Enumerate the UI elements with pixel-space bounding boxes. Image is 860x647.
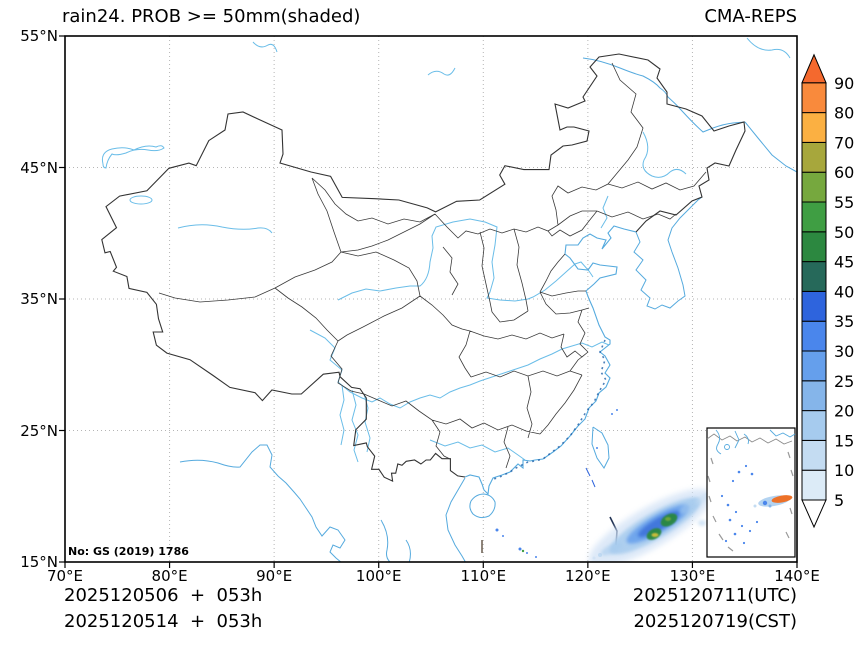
colorbar-tick-label: 5 — [834, 491, 844, 510]
lon-tick-label: 90°E — [256, 567, 293, 585]
colorbar-extend-lower — [801, 499, 827, 529]
init-time-line-1: 2025120506 + 053h — [64, 585, 263, 606]
lon-tick-label: 140°E — [774, 567, 820, 585]
liao-river — [600, 195, 609, 229]
south-china-sea-inset — [706, 427, 796, 558]
inset-dash-line — [707, 451, 794, 552]
lon-tick-label: 130°E — [669, 567, 716, 585]
tarim-river — [177, 224, 273, 234]
colorbar-tick-label: 30 — [834, 342, 854, 361]
china-coastline — [464, 225, 637, 496]
inset-delta-loop — [724, 444, 730, 450]
colorbar-segment — [801, 380, 827, 412]
colorbar-segment — [801, 469, 827, 501]
lat-tick-label: 45°N — [20, 158, 58, 177]
inset-island-dots — [720, 464, 759, 545]
province-boundaries — [158, 62, 707, 469]
colorbar-tick-label: 10 — [834, 461, 854, 480]
lake-issyk-kul — [129, 195, 153, 205]
colorbar-tick-label: 40 — [834, 282, 854, 301]
top-rivers — [252, 37, 791, 76]
colorbar-segment — [801, 112, 827, 143]
colorbar-tick-label: 25 — [834, 372, 854, 391]
colorbar-segment — [801, 201, 827, 233]
colorbar-segment — [801, 82, 827, 114]
colorbar-extend-upper — [801, 53, 827, 84]
colorbar: 5 10 15 20 25 30 35 40 45 50 55 60 70 80 90 — [801, 53, 854, 529]
russia-coastline — [744, 121, 797, 173]
lon-tick-label: 80°E — [151, 567, 188, 585]
lat-tick-label: 15°N — [20, 553, 58, 571]
lon-tick-label: 100°E — [355, 567, 402, 585]
colorbar-tick-label: 20 — [834, 402, 854, 421]
map-content — [101, 37, 797, 562]
lon-tick-label: 120°E — [565, 567, 611, 585]
colorbar-tick-label: 50 — [834, 223, 854, 242]
colorbar-segment — [801, 141, 827, 173]
valid-time-utc: 2025120711(UTC) — [632, 585, 797, 606]
hainan-island — [469, 493, 496, 519]
yangtze-river — [309, 329, 610, 409]
colorbar-tick-label: 60 — [834, 163, 854, 182]
brand-label: CMA-REPS — [704, 6, 797, 27]
china-national-border — [101, 53, 746, 483]
colorbar-segment — [801, 231, 827, 263]
amur-river — [582, 57, 746, 133]
colorbar-tick-label: 35 — [834, 312, 854, 331]
lat-tick-label: 25°N — [20, 421, 58, 440]
lat-tick-label: 35°N — [20, 290, 58, 308]
axis-ticks — [59, 35, 798, 568]
bengal-coastline — [179, 444, 346, 562]
pearl-river — [429, 439, 526, 461]
lon-tick-label: 110°E — [460, 567, 507, 585]
colorbar-segment — [801, 439, 827, 471]
colorbar-segment — [801, 350, 827, 382]
thailand-coastline — [380, 519, 411, 562]
inset-precip-maximum — [753, 495, 793, 508]
init-time-line-2: 2025120514 + 053h — [64, 611, 263, 632]
colorbar-segment — [801, 171, 827, 203]
colorbar-segment — [801, 290, 827, 322]
colorbar-segment — [801, 261, 827, 292]
batanes-slashes — [585, 467, 596, 488]
colorbar-tick-label: 80 — [834, 104, 854, 123]
korea-coastline — [633, 196, 703, 310]
small-islands — [495, 409, 618, 558]
grid-lines — [65, 36, 797, 562]
lake-balkhash — [101, 145, 165, 169]
plot-frame — [64, 35, 798, 563]
colorbar-segment — [801, 320, 827, 352]
songhua-river — [642, 131, 687, 178]
colorbar-tick-label: 55 — [834, 193, 854, 212]
valid-time-cst: 2025120719(CST) — [633, 611, 797, 632]
colorbar-segment — [801, 410, 827, 441]
colorbar-tick-label: 15 — [834, 431, 854, 450]
vietnam-coastline — [445, 477, 467, 562]
precipitation-shading — [588, 488, 740, 562]
license-stamp: No: GS (2019) 1786 — [68, 545, 189, 558]
coastal-detail-specks — [493, 339, 607, 480]
page-title: rain24. PROB >= 50mm(shaded) — [62, 6, 361, 27]
lon-tick-label: 70°E — [46, 567, 84, 585]
taiwan-island — [591, 426, 610, 469]
rivers-and-foreign-coastlines — [101, 37, 797, 562]
colorbar-tick-label: 70 — [834, 133, 854, 152]
colorbar-tick-label: 45 — [834, 253, 854, 272]
lat-tick-label: 55°N — [20, 27, 58, 45]
colorbar-tick-label: 90 — [834, 74, 854, 93]
inset-rivers — [715, 429, 796, 455]
